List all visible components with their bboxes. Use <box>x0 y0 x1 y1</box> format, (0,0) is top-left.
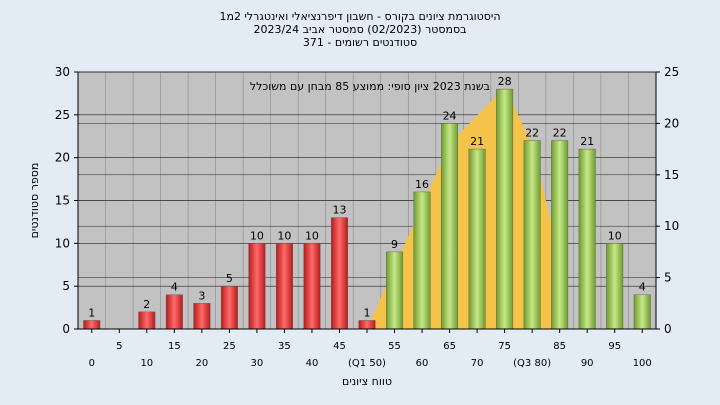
bar <box>523 140 541 330</box>
y2-tick-label: 10 <box>664 219 679 233</box>
data-label: 28 <box>498 75 512 88</box>
x-tick-label: 100 <box>633 358 652 369</box>
y2-tick-label: 20 <box>664 116 679 130</box>
data-label: 10 <box>277 229 291 242</box>
x-tick-label: 45 <box>333 341 346 352</box>
data-label: 2 <box>143 298 150 311</box>
bar <box>441 123 459 330</box>
y-tick-label: 10 <box>55 236 70 250</box>
y2-tick-label: 15 <box>664 168 679 182</box>
x-tick-label: 40 <box>306 358 319 369</box>
data-label: 16 <box>415 178 429 191</box>
x-tick-label: (Q3 80) <box>513 358 551 369</box>
x-tick-label: 20 <box>195 358 208 369</box>
bar <box>331 217 348 330</box>
data-label: 21 <box>470 135 484 148</box>
x-tick-label: 90 <box>581 358 594 369</box>
data-label: 10 <box>305 229 319 242</box>
chart-title: היסטוגרמת ציונים בקורס - חשבון דיפרנציאל… <box>219 10 501 23</box>
data-label: 10 <box>608 229 622 242</box>
y2-tick-label: 0 <box>664 322 672 336</box>
x-tick-label: 25 <box>223 341 236 352</box>
x-tick-label: 15 <box>168 341 181 352</box>
data-label: 22 <box>553 127 567 140</box>
x-tick-label: 70 <box>471 358 484 369</box>
bar <box>138 311 156 330</box>
y-tick-label: 25 <box>55 108 70 122</box>
title-block: היסטוגרמת ציונים בקורס - חשבון דיפרנציאל… <box>0 10 720 49</box>
data-label: 21 <box>580 135 594 148</box>
bar <box>358 320 376 330</box>
bar <box>303 243 321 330</box>
bar <box>496 88 514 330</box>
x-tick-label: 5 <box>116 341 122 352</box>
data-label: 13 <box>332 204 346 217</box>
x-tick-label: 30 <box>251 358 264 369</box>
bar <box>83 320 101 330</box>
data-label: 9 <box>391 238 398 251</box>
chart-subtitle-2: סטודנטים רשומים - 371 <box>302 36 418 49</box>
bar <box>193 303 211 330</box>
x-tick-label: 10 <box>140 358 153 369</box>
chart-subtitle-1: בסמסטר (02/2023) סמסטר אביב 2023/24 <box>253 23 467 36</box>
x-tick-label: 65 <box>443 341 456 352</box>
y-tick-label: 15 <box>55 194 70 208</box>
x-tick-label: 75 <box>498 341 511 352</box>
data-label: 5 <box>226 272 233 285</box>
bar <box>633 294 651 330</box>
y-tick-label: 0 <box>62 322 70 336</box>
bar <box>551 140 569 330</box>
bar <box>275 243 293 330</box>
axes: 0510152025300510152025051015202530354045… <box>55 65 680 369</box>
x-tick-label: 35 <box>278 341 291 352</box>
x-tick-label: 85 <box>553 341 566 352</box>
data-label: 24 <box>443 109 457 122</box>
y-tick-label: 30 <box>55 65 70 79</box>
data-label: 3 <box>198 289 205 302</box>
bar <box>248 243 266 330</box>
data-label: 1 <box>88 306 95 319</box>
x-tick-label: 95 <box>608 341 621 352</box>
bar <box>220 285 238 330</box>
data-label: 10 <box>250 229 264 242</box>
data-label: 1 <box>364 306 371 319</box>
bar <box>413 191 431 330</box>
bar <box>578 148 596 330</box>
x-tick-label: (Q1 50) <box>348 358 386 369</box>
x-tick-label: 60 <box>416 358 429 369</box>
y-tick-label: 20 <box>55 151 70 165</box>
bar <box>606 243 624 330</box>
bar <box>386 251 403 330</box>
chart-annotation: בשנת 2023 ציון סופי: ממוצע 85 מבחן עם מש… <box>250 80 490 93</box>
bar <box>165 294 183 330</box>
x-tick-label: 0 <box>89 358 95 369</box>
data-label: 4 <box>639 281 646 294</box>
bar <box>468 148 486 330</box>
y-tick-label: 5 <box>62 279 70 293</box>
data-label: 22 <box>525 127 539 140</box>
y2-tick-label: 25 <box>664 65 679 79</box>
data-label: 4 <box>171 281 178 294</box>
y-axis-label: מספר סטודנטים <box>28 163 41 239</box>
y2-tick-label: 5 <box>664 271 672 285</box>
x-tick-label: 55 <box>388 341 401 352</box>
x-axis-label: טווח ציונים <box>342 375 392 388</box>
